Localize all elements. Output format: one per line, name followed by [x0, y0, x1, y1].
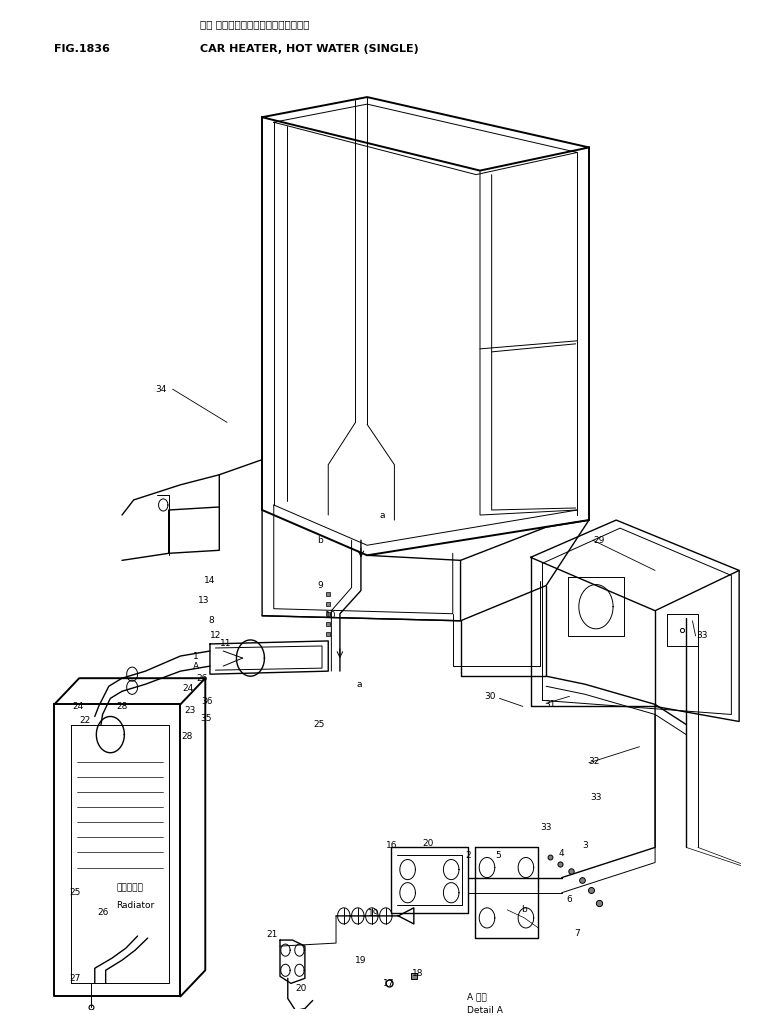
Text: b: b — [318, 535, 323, 545]
Text: 33: 33 — [540, 823, 552, 832]
Text: Radiator: Radiator — [116, 901, 155, 910]
Text: 12: 12 — [210, 631, 221, 640]
Text: 29: 29 — [594, 535, 604, 545]
Text: 4: 4 — [559, 849, 565, 858]
Text: 23: 23 — [184, 706, 195, 715]
Text: A 詳細: A 詳細 — [467, 992, 487, 1001]
Text: 1: 1 — [193, 651, 199, 660]
Text: 19: 19 — [355, 956, 366, 965]
Text: 36: 36 — [201, 697, 212, 706]
Text: ラジエータ: ラジエータ — [116, 883, 144, 892]
Text: 33: 33 — [590, 792, 601, 802]
Text: A: A — [193, 661, 199, 671]
Text: 26: 26 — [197, 674, 208, 683]
Text: 28: 28 — [116, 702, 128, 711]
Text: Detail A: Detail A — [467, 1006, 503, 1015]
Text: 17: 17 — [383, 978, 394, 988]
Text: 21: 21 — [266, 930, 278, 939]
Text: 28: 28 — [181, 733, 192, 741]
Text: 5: 5 — [495, 851, 501, 860]
Text: 20: 20 — [295, 983, 307, 993]
Text: 9: 9 — [318, 581, 323, 590]
Text: 19: 19 — [368, 909, 379, 918]
Text: 27: 27 — [70, 973, 81, 982]
Text: 6: 6 — [567, 895, 572, 904]
Text: 11: 11 — [219, 639, 231, 648]
Text: 3: 3 — [582, 841, 588, 850]
Text: カー ヒータ（オンスイ）（シングル）: カー ヒータ（オンスイ）（シングル） — [200, 19, 309, 29]
Text: 33: 33 — [696, 631, 708, 640]
Text: 34: 34 — [155, 385, 166, 393]
Text: 25: 25 — [70, 888, 81, 897]
Text: 14: 14 — [205, 576, 216, 585]
Text: a: a — [380, 510, 386, 519]
Text: 32: 32 — [589, 757, 600, 766]
Text: 7: 7 — [574, 929, 580, 938]
Text: 10: 10 — [325, 612, 337, 620]
Text: 31: 31 — [544, 700, 556, 709]
Text: 35: 35 — [200, 714, 212, 723]
Text: 13: 13 — [198, 596, 209, 606]
Text: FIG.1836: FIG.1836 — [55, 44, 110, 54]
Text: 16: 16 — [387, 841, 398, 850]
Text: 24: 24 — [183, 684, 194, 693]
Text: 20: 20 — [423, 839, 433, 848]
Text: 2: 2 — [465, 851, 471, 860]
Text: 22: 22 — [80, 716, 91, 725]
Text: a: a — [357, 680, 362, 689]
Text: 18: 18 — [412, 969, 423, 977]
Text: 26: 26 — [97, 908, 109, 917]
Text: 25: 25 — [313, 720, 325, 729]
Text: 30: 30 — [484, 692, 496, 701]
Text: 8: 8 — [209, 617, 214, 625]
Text: 24: 24 — [72, 702, 84, 711]
Text: b: b — [522, 905, 527, 914]
Text: CAR HEATER, HOT WATER (SINGLE): CAR HEATER, HOT WATER (SINGLE) — [200, 44, 419, 54]
